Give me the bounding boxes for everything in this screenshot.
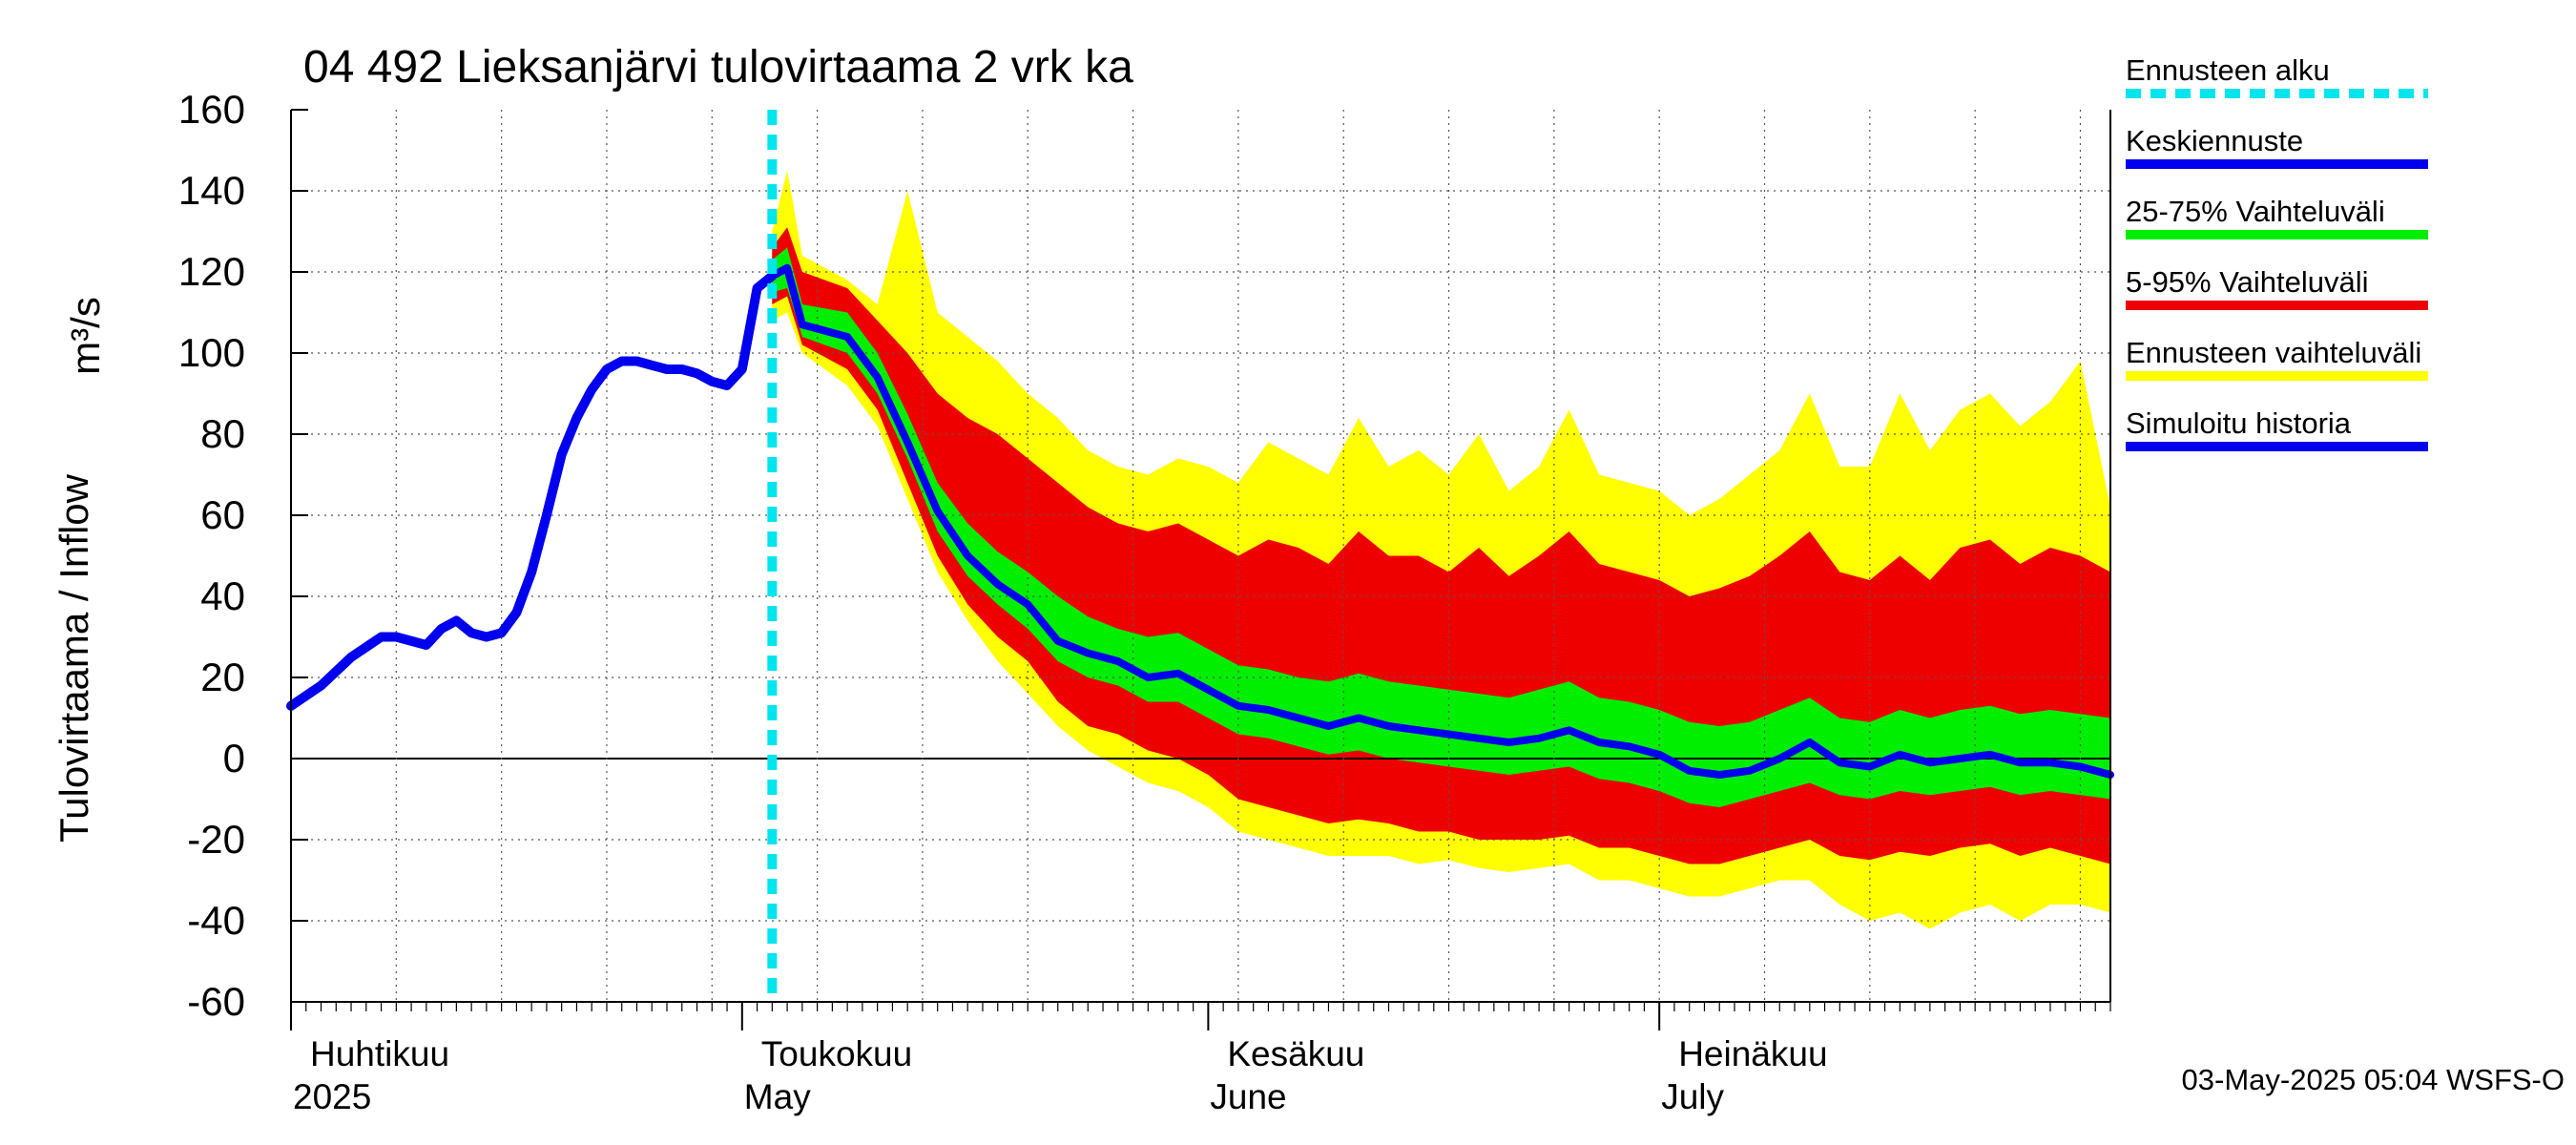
y-tick-label: -40 <box>187 898 245 943</box>
y-axis-title: Tulovirtaama / Inflow <box>52 473 96 843</box>
legend-label: 25-75% Vaihteluväli <box>2126 195 2385 228</box>
month-sublabel: May <box>744 1077 811 1116</box>
month-label: Huhtikuu <box>310 1034 449 1073</box>
legend: Ennusteen alku Keskiennuste 25-75% Vaihtel… <box>2126 53 2428 451</box>
legend-label: Ennusteen alku <box>2126 53 2330 87</box>
month-label: Kesäkuu <box>1227 1034 1364 1073</box>
chart-title: 04 492 Lieksanjärvi tulovirtaama 2 vrk k… <box>303 42 1133 93</box>
mean-forecast-line <box>768 263 2114 779</box>
month-label: Toukokuu <box>761 1034 912 1073</box>
series-lines <box>286 110 2114 1002</box>
history-line <box>286 271 778 711</box>
y-axis-unit: m³/s <box>63 297 108 375</box>
y-tick-label: -20 <box>187 817 245 862</box>
forecast-bands <box>772 170 2110 929</box>
y-tick-label: 140 <box>178 168 245 213</box>
y-tick-label: 80 <box>200 411 245 456</box>
y-tick-label: -60 <box>187 979 245 1024</box>
legend-label: 5-95% Vaihteluväli <box>2126 265 2368 299</box>
month-labels: Huhtikuu 2025 Toukokuu May Kesäkuu June Heinäk… <box>293 1034 1828 1116</box>
legend-label: Ennusteen vaihteluväli <box>2126 336 2421 369</box>
y-tick-label: 0 <box>223 736 245 781</box>
y-tick-label: 100 <box>178 330 245 375</box>
y-tick-label: 40 <box>200 573 245 618</box>
y-tick-label: 60 <box>200 492 245 537</box>
legend-label: Keskiennuste <box>2126 124 2303 157</box>
y-tick-label: 160 <box>178 87 245 132</box>
month-label: Heinäkuu <box>1678 1034 1827 1073</box>
month-sublabel: 2025 <box>293 1077 371 1116</box>
y-tick-labels: -60 -40 -20 0 20 40 60 80 100 120 140 160 <box>178 87 308 1024</box>
legend-label: Simuloitu historia <box>2126 406 2352 440</box>
axes <box>290 110 2111 1030</box>
y-tick-label: 20 <box>200 655 245 699</box>
band-5-95 <box>772 227 2110 864</box>
month-sublabel: July <box>1661 1077 1724 1116</box>
y-tick-label: 120 <box>178 249 245 294</box>
footer-timestamp: 03-May-2025 05:04 WSFS-O <box>2182 1063 2565 1096</box>
grid-lines <box>291 110 2110 1002</box>
band-25-75 <box>772 247 2110 807</box>
month-sublabel: June <box>1210 1077 1286 1116</box>
